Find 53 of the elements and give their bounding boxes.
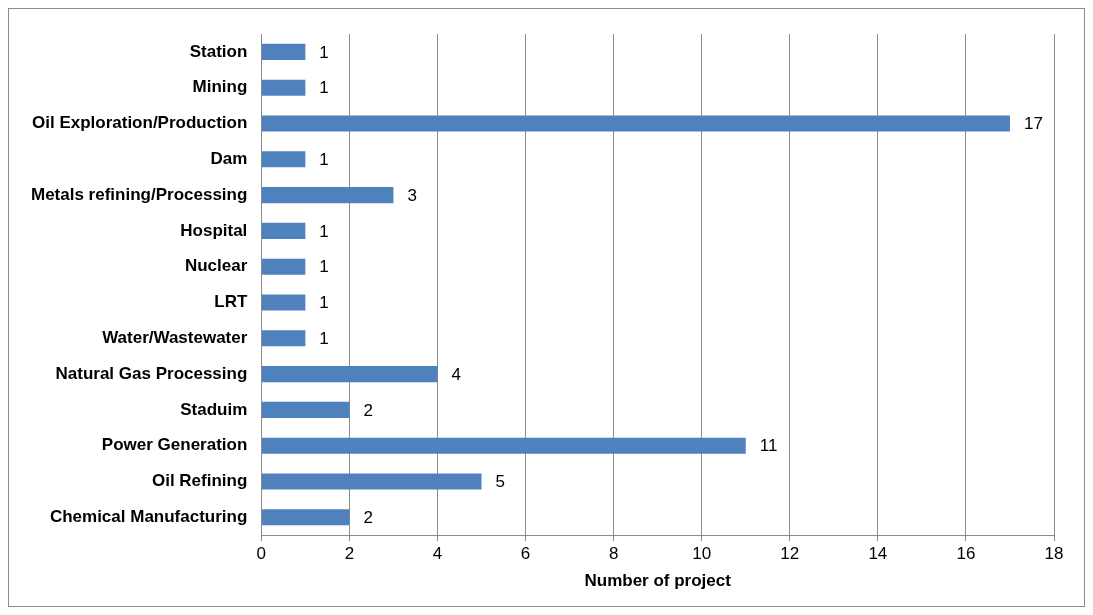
- data-label: 1: [319, 328, 329, 348]
- bar: [261, 473, 482, 490]
- data-label: 11: [759, 436, 778, 456]
- x-tick-label: 10: [692, 544, 712, 564]
- y-tick-label: Metals refining/Processing: [30, 184, 248, 204]
- data-label: 1: [319, 78, 329, 98]
- x-tick-label: 0: [256, 544, 267, 564]
- y-tick-label: Station: [189, 41, 248, 61]
- data-label: 3: [407, 185, 417, 205]
- data-label: 4: [451, 364, 461, 384]
- data-label: 1: [319, 221, 329, 241]
- data-label: 2: [363, 400, 373, 420]
- x-tick-label: 18: [1044, 544, 1064, 564]
- y-tick-label: Mining: [192, 77, 248, 97]
- bar: [261, 294, 306, 311]
- bar: [261, 437, 746, 454]
- bar: [261, 151, 306, 168]
- x-tick-label: 8: [608, 544, 619, 564]
- data-label: 1: [319, 42, 329, 62]
- y-tick-label: LRT: [214, 292, 248, 312]
- bar: [261, 401, 350, 418]
- y-tick-label: Chemical Manufacturing: [49, 506, 248, 526]
- x-tick-label: 16: [956, 544, 976, 564]
- x-tick-label: 4: [432, 544, 443, 564]
- bar: [261, 258, 306, 275]
- bar: [261, 79, 306, 96]
- bar: [261, 115, 1010, 132]
- y-tick-label: Nuclear: [184, 256, 248, 276]
- y-tick-label: Water/Wastewater: [102, 327, 248, 347]
- y-tick-label: Hospital: [180, 220, 248, 240]
- data-label: 17: [1023, 114, 1043, 134]
- bar: [261, 222, 306, 239]
- y-tick-label: Dam: [210, 148, 248, 168]
- data-label: 1: [319, 149, 329, 169]
- bar: [261, 366, 438, 383]
- data-label: 2: [363, 507, 373, 527]
- x-tick-label: 6: [520, 544, 531, 564]
- x-axis-title: Number of project: [584, 571, 732, 591]
- x-tick-label: 12: [780, 544, 800, 564]
- x-tick-label: 2: [344, 544, 355, 564]
- y-tick-label: Power Generation: [101, 435, 248, 455]
- bar: [261, 43, 306, 60]
- y-tick-label: Natural Gas Processing: [55, 363, 248, 383]
- data-label: 1: [319, 257, 329, 277]
- y-tick-label: Oil Exploration/Production: [31, 113, 248, 133]
- bar: [261, 509, 350, 526]
- y-tick-label: Oil Refining: [151, 471, 248, 491]
- bar: [261, 330, 306, 347]
- y-tick-label: Staduim: [180, 399, 248, 419]
- x-tick-label: 14: [868, 544, 888, 564]
- data-label: 1: [319, 293, 329, 313]
- data-label: 5: [495, 472, 505, 492]
- bar: [261, 187, 394, 204]
